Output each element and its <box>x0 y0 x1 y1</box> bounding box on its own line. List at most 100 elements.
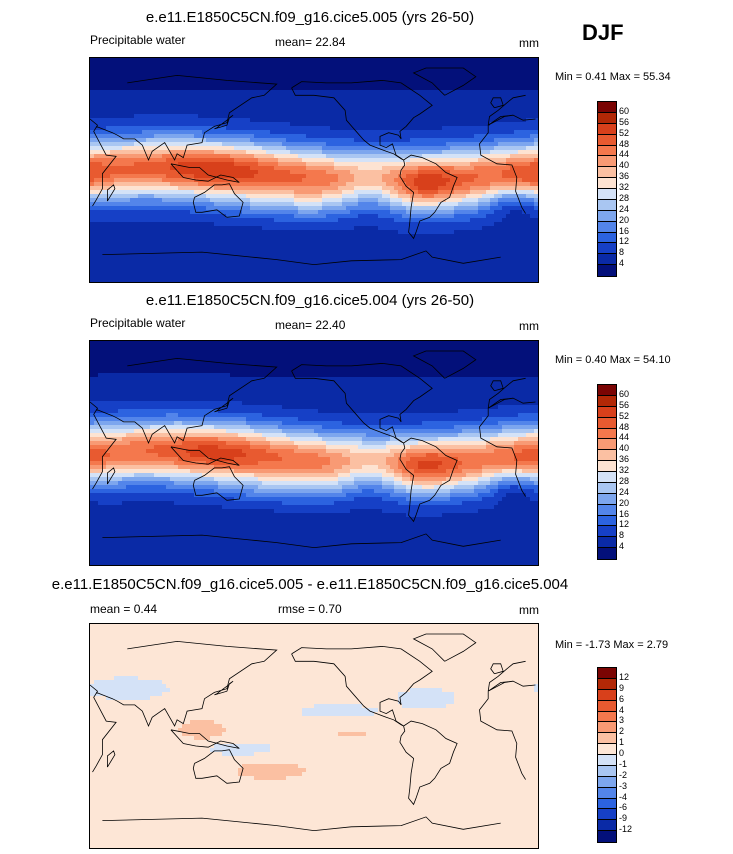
colorbar-label: 3 <box>619 715 625 726</box>
colorbar-label: 4 <box>619 704 625 715</box>
colorbar-label: 40 <box>619 443 630 454</box>
colorbar-label: 40 <box>619 160 630 171</box>
panel-3-colorbar <box>597 667 617 843</box>
panel-3-rmse: rmse = 0.70 <box>278 602 342 616</box>
colorbar-label: 32 <box>619 182 630 192</box>
panel-3-minmax: Min = -1.73 Max = 2.79 <box>555 639 669 651</box>
colorbar-label: 12 <box>619 236 630 247</box>
panel-3-map-svg <box>90 624 538 848</box>
colorbar-swatch <box>598 167 616 179</box>
colorbar-label: 56 <box>619 399 630 410</box>
colorbar-swatch <box>598 711 616 723</box>
panel-1-colorbar <box>597 101 617 277</box>
colorbar-swatch <box>598 722 616 734</box>
colorbar-label: 12 <box>619 519 630 530</box>
colorbar-swatch <box>598 700 616 712</box>
colorbar-swatch <box>598 243 616 255</box>
colorbar-label: 32 <box>619 465 630 475</box>
panel-2-colorbar <box>597 384 617 560</box>
colorbar-swatch <box>598 776 616 788</box>
season-label: DJF <box>582 20 624 45</box>
colorbar-swatch <box>598 199 616 211</box>
colorbar-swatch <box>598 548 616 559</box>
colorbar-swatch <box>598 123 616 135</box>
coastlines <box>90 633 536 832</box>
panel-2-left-label: Precipitable water <box>90 316 186 330</box>
contour-field <box>90 341 538 565</box>
colorbar-label: 8 <box>619 247 625 258</box>
panel-1-mean: mean= 22.84 <box>275 35 346 49</box>
colorbar-label: 16 <box>619 225 630 236</box>
colorbar-swatch <box>598 428 616 440</box>
panel-2-units: mm <box>519 319 539 333</box>
colorbar-label: 28 <box>619 475 630 486</box>
colorbar-label: -1 <box>619 758 628 769</box>
panel-2-minmax: Min = 0.40 Max = 54.10 <box>555 354 671 366</box>
colorbar-swatch <box>598 112 616 124</box>
colorbar-swatch <box>598 733 616 745</box>
colorbar-label: 56 <box>619 116 630 127</box>
colorbar-swatch <box>598 210 616 222</box>
colorbar-label: 24 <box>619 486 630 497</box>
colorbar-swatch <box>598 809 616 821</box>
colorbar-label: -9 <box>619 813 628 824</box>
panel-3-title: e.e11.E1850C5CN.f09_g16.cice5.005 - e.e1… <box>51 576 569 593</box>
panel-3-units: mm <box>519 603 539 617</box>
colorbar-swatch <box>598 102 616 113</box>
colorbar-label: 36 <box>619 171 630 182</box>
colorbar-swatch <box>598 537 616 549</box>
contour-field <box>90 624 538 848</box>
colorbar-label: 0 <box>619 748 625 758</box>
colorbar-swatch <box>598 765 616 777</box>
colorbar-swatch <box>598 831 616 842</box>
colorbar-swatch <box>598 134 616 146</box>
panel-1-units: mm <box>519 36 539 50</box>
colorbar-label: 4 <box>619 258 625 269</box>
panel-3-map <box>89 623 539 849</box>
colorbar-label: 20 <box>619 214 630 225</box>
colorbar-label: 36 <box>619 454 630 465</box>
colorbar-label: 16 <box>619 508 630 519</box>
coastlines <box>90 67 536 266</box>
colorbar-label: 60 <box>619 105 630 116</box>
colorbar-swatch <box>598 450 616 462</box>
colorbar-label: 9 <box>619 682 625 693</box>
colorbar-label: 48 <box>619 421 630 432</box>
colorbar-label: -3 <box>619 780 628 791</box>
colorbar-label: 12 <box>619 671 630 682</box>
colorbar-swatch <box>598 417 616 429</box>
colorbar-label: 1 <box>619 737 625 748</box>
colorbar-swatch <box>598 689 616 701</box>
panel-1-left-label: Precipitable water <box>90 33 186 47</box>
panel-2-mean: mean= 22.40 <box>275 318 346 332</box>
colorbar-swatch <box>598 439 616 451</box>
colorbar-swatch <box>598 156 616 168</box>
colorbar-swatch <box>598 744 616 755</box>
colorbar-swatch <box>598 820 616 832</box>
panel-1-map <box>89 57 539 283</box>
colorbar-label: 20 <box>619 497 630 508</box>
colorbar-swatch <box>598 395 616 407</box>
colorbar-swatch <box>598 189 616 200</box>
colorbar-label: 24 <box>619 203 630 214</box>
panel-2-map <box>89 340 539 566</box>
contour-field <box>90 58 538 282</box>
colorbar-swatch <box>598 504 616 516</box>
colorbar-label: 48 <box>619 138 630 149</box>
colorbar-swatch <box>598 526 616 538</box>
colorbar-label: 6 <box>619 693 625 704</box>
colorbar-swatch <box>598 178 616 189</box>
colorbar-swatch <box>598 385 616 396</box>
colorbar-swatch <box>598 798 616 810</box>
colorbar-swatch <box>598 406 616 418</box>
colorbar-swatch <box>598 678 616 690</box>
panel-1-map-svg <box>90 58 538 282</box>
colorbar-label: 44 <box>619 149 630 160</box>
colorbar-swatch <box>598 787 616 799</box>
panel-1-minmax: Min = 0.41 Max = 55.34 <box>555 71 671 83</box>
colorbar-label: 4 <box>619 541 625 552</box>
colorbar-swatch <box>598 472 616 483</box>
panel-1-title: e.e11.E1850C5CN.f09_g16.cice5.005 (yrs 2… <box>145 9 475 26</box>
colorbar-swatch <box>598 221 616 233</box>
colorbar-swatch <box>598 232 616 244</box>
